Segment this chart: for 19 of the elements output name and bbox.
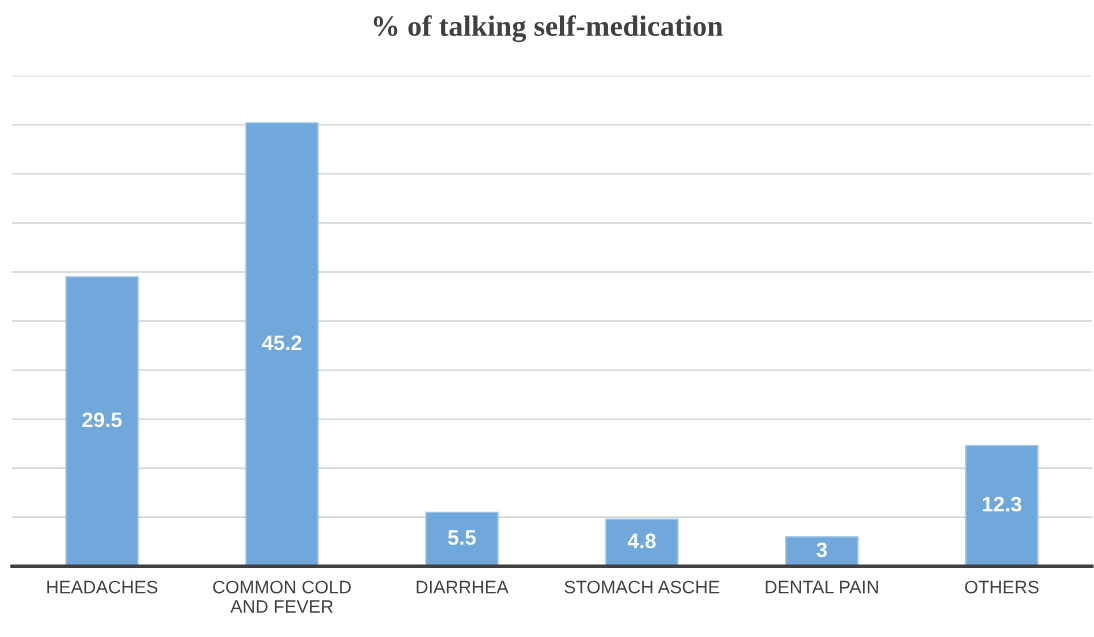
data-label: 12.3 <box>982 496 1022 512</box>
chart-title: % of talking self-medication <box>373 15 723 43</box>
x-tick-label: COMMON COLD AND FEVER <box>213 580 351 613</box>
x-tick-label: DIARRHEA <box>416 580 509 594</box>
data-label: 45.2 <box>262 335 302 351</box>
data-label: 3 <box>816 542 827 558</box>
data-label: 4.8 <box>627 533 656 549</box>
x-tick-label: DENTAL PAIN <box>765 580 878 594</box>
bar <box>965 444 1039 567</box>
bar <box>245 122 319 567</box>
data-label: 5.5 <box>448 530 476 545</box>
data-label: 29.5 <box>82 412 122 428</box>
bar <box>785 536 859 567</box>
bar <box>65 276 139 567</box>
bar <box>425 511 499 567</box>
x-tick-label: OTHERS <box>965 580 1039 594</box>
x-tick-label: HEADACHES <box>47 580 158 594</box>
bar <box>605 518 679 567</box>
x-tick-label: STOMACH ASCHE <box>564 580 720 594</box>
